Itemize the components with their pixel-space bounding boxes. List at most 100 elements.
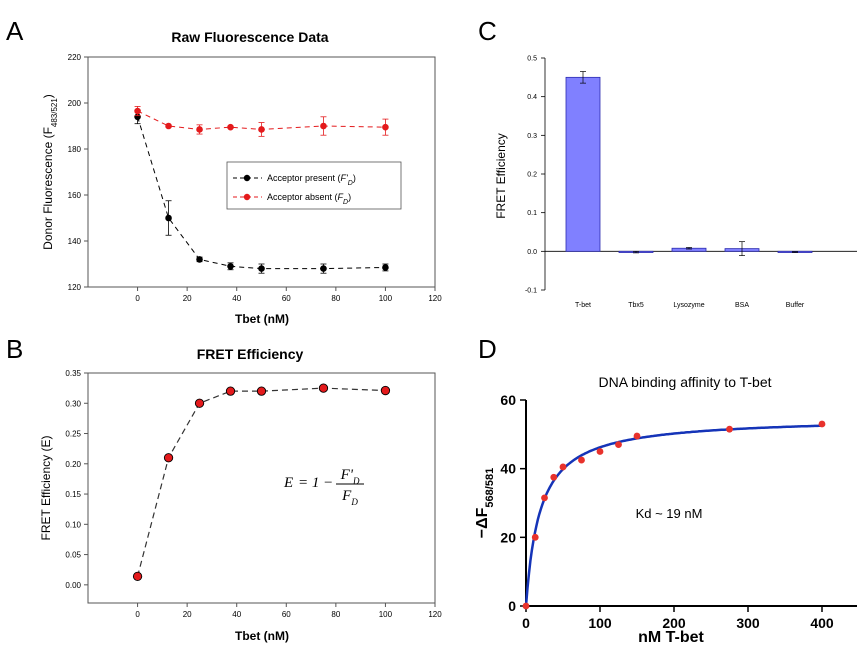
panel-a-ylabel-main: Donor Fluorescence (F (41, 127, 55, 250)
panel-a-ytick-label: 140 (68, 237, 82, 246)
panel-a-title: Raw Fluorescence Data (171, 29, 328, 45)
equation-lhs: E (283, 475, 293, 491)
panel-b-ytick-label: 0.35 (65, 369, 81, 378)
panel-c-ytick-label: 0.1 (527, 210, 537, 217)
data-point-acceptor-present (382, 264, 389, 271)
panel-d-xtick-label: 0 (522, 615, 530, 631)
fret-efficiency-point (318, 383, 329, 393)
panel-b-title: FRET Efficiency (197, 346, 304, 362)
data-point-acceptor-absent (320, 122, 327, 130)
category-label-t-bet: T-bet (575, 302, 591, 309)
data-point-acceptor-present (320, 265, 327, 272)
panel-letter-c: C (478, 16, 497, 46)
panel-a-ylabel-sub: 483/521 (50, 98, 59, 127)
binding-data-point (522, 602, 530, 610)
panel-b-chart: FRET Efficiency Tbet (nM) FRET Efficienc… (39, 346, 442, 643)
data-point-acceptor-present (196, 256, 203, 263)
fret-efficiency-point (256, 386, 267, 396)
panel-a-ylabel-close: ) (41, 94, 55, 98)
panel-b-marks (132, 383, 391, 582)
equation-denominator: FD (341, 488, 358, 507)
data-point-acceptor-absent (134, 107, 141, 115)
panel-letter-d: D (478, 334, 497, 364)
panel-c-ylabel: FRET Efficiency (494, 133, 508, 219)
panel-d-ticks: 0 100 200 300 400 0 20 40 60 (500, 392, 833, 631)
legend-name-acceptor-present: Acceptor present (267, 173, 336, 183)
panel-d-chart: DNA binding affinity to T-bet nM T-bet −… (474, 374, 857, 646)
panel-a-xtick-label: 20 (183, 294, 192, 303)
panel-b-ytick-label: 0.15 (65, 490, 81, 499)
panel-a-frame (87, 56, 436, 288)
panel-d-ytick-label: 40 (500, 461, 516, 477)
equation-operator: = 1 − (298, 475, 333, 491)
panel-c-ytick-label: 0.4 (527, 94, 537, 101)
category-label-buffer: Buffer (786, 302, 805, 309)
panel-d-xtick-label: 300 (736, 615, 760, 631)
panel-a-xtick-label: 40 (232, 294, 241, 303)
panel-a-chart: Raw Fluorescence Data Tbet (nM) Donor Fl… (41, 29, 442, 326)
equation-numerator: F'D (340, 467, 360, 486)
binding-data-point (578, 456, 585, 464)
panel-c-chart: FRET Efficiency -0.1 0.0 0.1 0.2 0.3 0.4 0.5 T… (494, 56, 857, 309)
panel-b-frame (87, 372, 436, 604)
binding-data-point (726, 425, 733, 433)
panel-b-xtick-label: 0 (135, 610, 140, 619)
data-point-acceptor-absent (165, 122, 172, 130)
panel-a-ytick-label: 200 (68, 99, 82, 108)
fret-efficiency-point (194, 398, 205, 408)
panel-a-ytick-label: 180 (68, 145, 82, 154)
panel-c-ytick-label: 0.3 (527, 133, 537, 140)
bar-t-bet (565, 76, 601, 252)
panel-a-ytick-label: 220 (68, 53, 82, 62)
panel-b-xtick-label: 100 (379, 610, 393, 619)
fret-efficiency-point (225, 386, 236, 396)
category-label-lysozyme: Lysozyme (673, 302, 704, 309)
panel-b-ytick-label: 0.05 (65, 551, 81, 560)
panel-a-xtick-label: 80 (331, 294, 340, 303)
legend-label-acceptor-present: Acceptor present (F'D) (267, 173, 356, 187)
panel-c-marks: T-bet Tbx5 Lysozyme BSA Buffer (565, 71, 813, 309)
panel-d-ytick-label: 20 (500, 529, 516, 545)
data-point-acceptor-absent (196, 126, 203, 133)
panel-c-ytick-label: 0.0 (527, 249, 537, 256)
data-point-acceptor-present (134, 113, 141, 121)
panel-d-xlabel: nM T-bet (638, 629, 704, 646)
panel-d-xtick-label: 100 (588, 615, 612, 631)
panel-a-legend: Acceptor present (F'D) Acceptor absent (… (226, 161, 402, 210)
panel-b-ytick-label: 0.20 (65, 460, 81, 469)
panel-c-ytick-label: 0.2 (527, 172, 537, 179)
panel-a-marks (134, 106, 389, 274)
data-point-acceptor-absent (382, 123, 389, 131)
data-point-acceptor-present (258, 265, 265, 272)
panel-d-ytick-label: 60 (500, 392, 516, 408)
legend-marker-acceptor-absent (243, 193, 251, 201)
panel-letter-a: A (6, 16, 24, 46)
category-label-bsa: BSA (735, 302, 749, 309)
panel-b-xtick-label: 60 (282, 610, 291, 619)
fret-efficiency-point (380, 385, 391, 396)
data-point-acceptor-absent (227, 123, 234, 131)
panel-b-xtick-label: 80 (331, 610, 340, 619)
panel-b-ylabel: FRET Efficiency (E) (39, 436, 53, 541)
legend-label-acceptor-absent: Acceptor absent (FD) (267, 192, 351, 206)
binding-data-point (818, 420, 826, 428)
panel-a-ylabel: Donor Fluorescence (F483/521) (41, 94, 59, 250)
panel-a-xlabel: Tbet (nM) (235, 312, 289, 326)
panel-a-xtick-label: 0 (135, 294, 140, 303)
fret-efficiency-point (132, 571, 143, 582)
binding-data-point (596, 448, 604, 455)
panel-d-xtick-label: 400 (810, 615, 834, 631)
binding-data-point (541, 494, 548, 502)
legend-name-acceptor-absent: Acceptor absent (267, 192, 333, 202)
binding-data-point (550, 473, 558, 481)
panel-b-ytick-label: 0.10 (65, 520, 81, 529)
category-label-tbx5: Tbx5 (628, 302, 644, 309)
panel-c-ytick-label: -0.1 (525, 288, 537, 295)
panel-d-kd-annotation: Kd ~ 19 nM (636, 506, 703, 521)
panel-c-ytick-label: 0.5 (527, 56, 537, 63)
panel-d-ytick-label: 0 (508, 598, 516, 614)
panel-a-xtick-label: 120 (428, 294, 442, 303)
binding-fit-curve (524, 424, 823, 607)
data-point-acceptor-present (165, 214, 172, 222)
panel-a-xtick-label: 100 (379, 294, 393, 303)
